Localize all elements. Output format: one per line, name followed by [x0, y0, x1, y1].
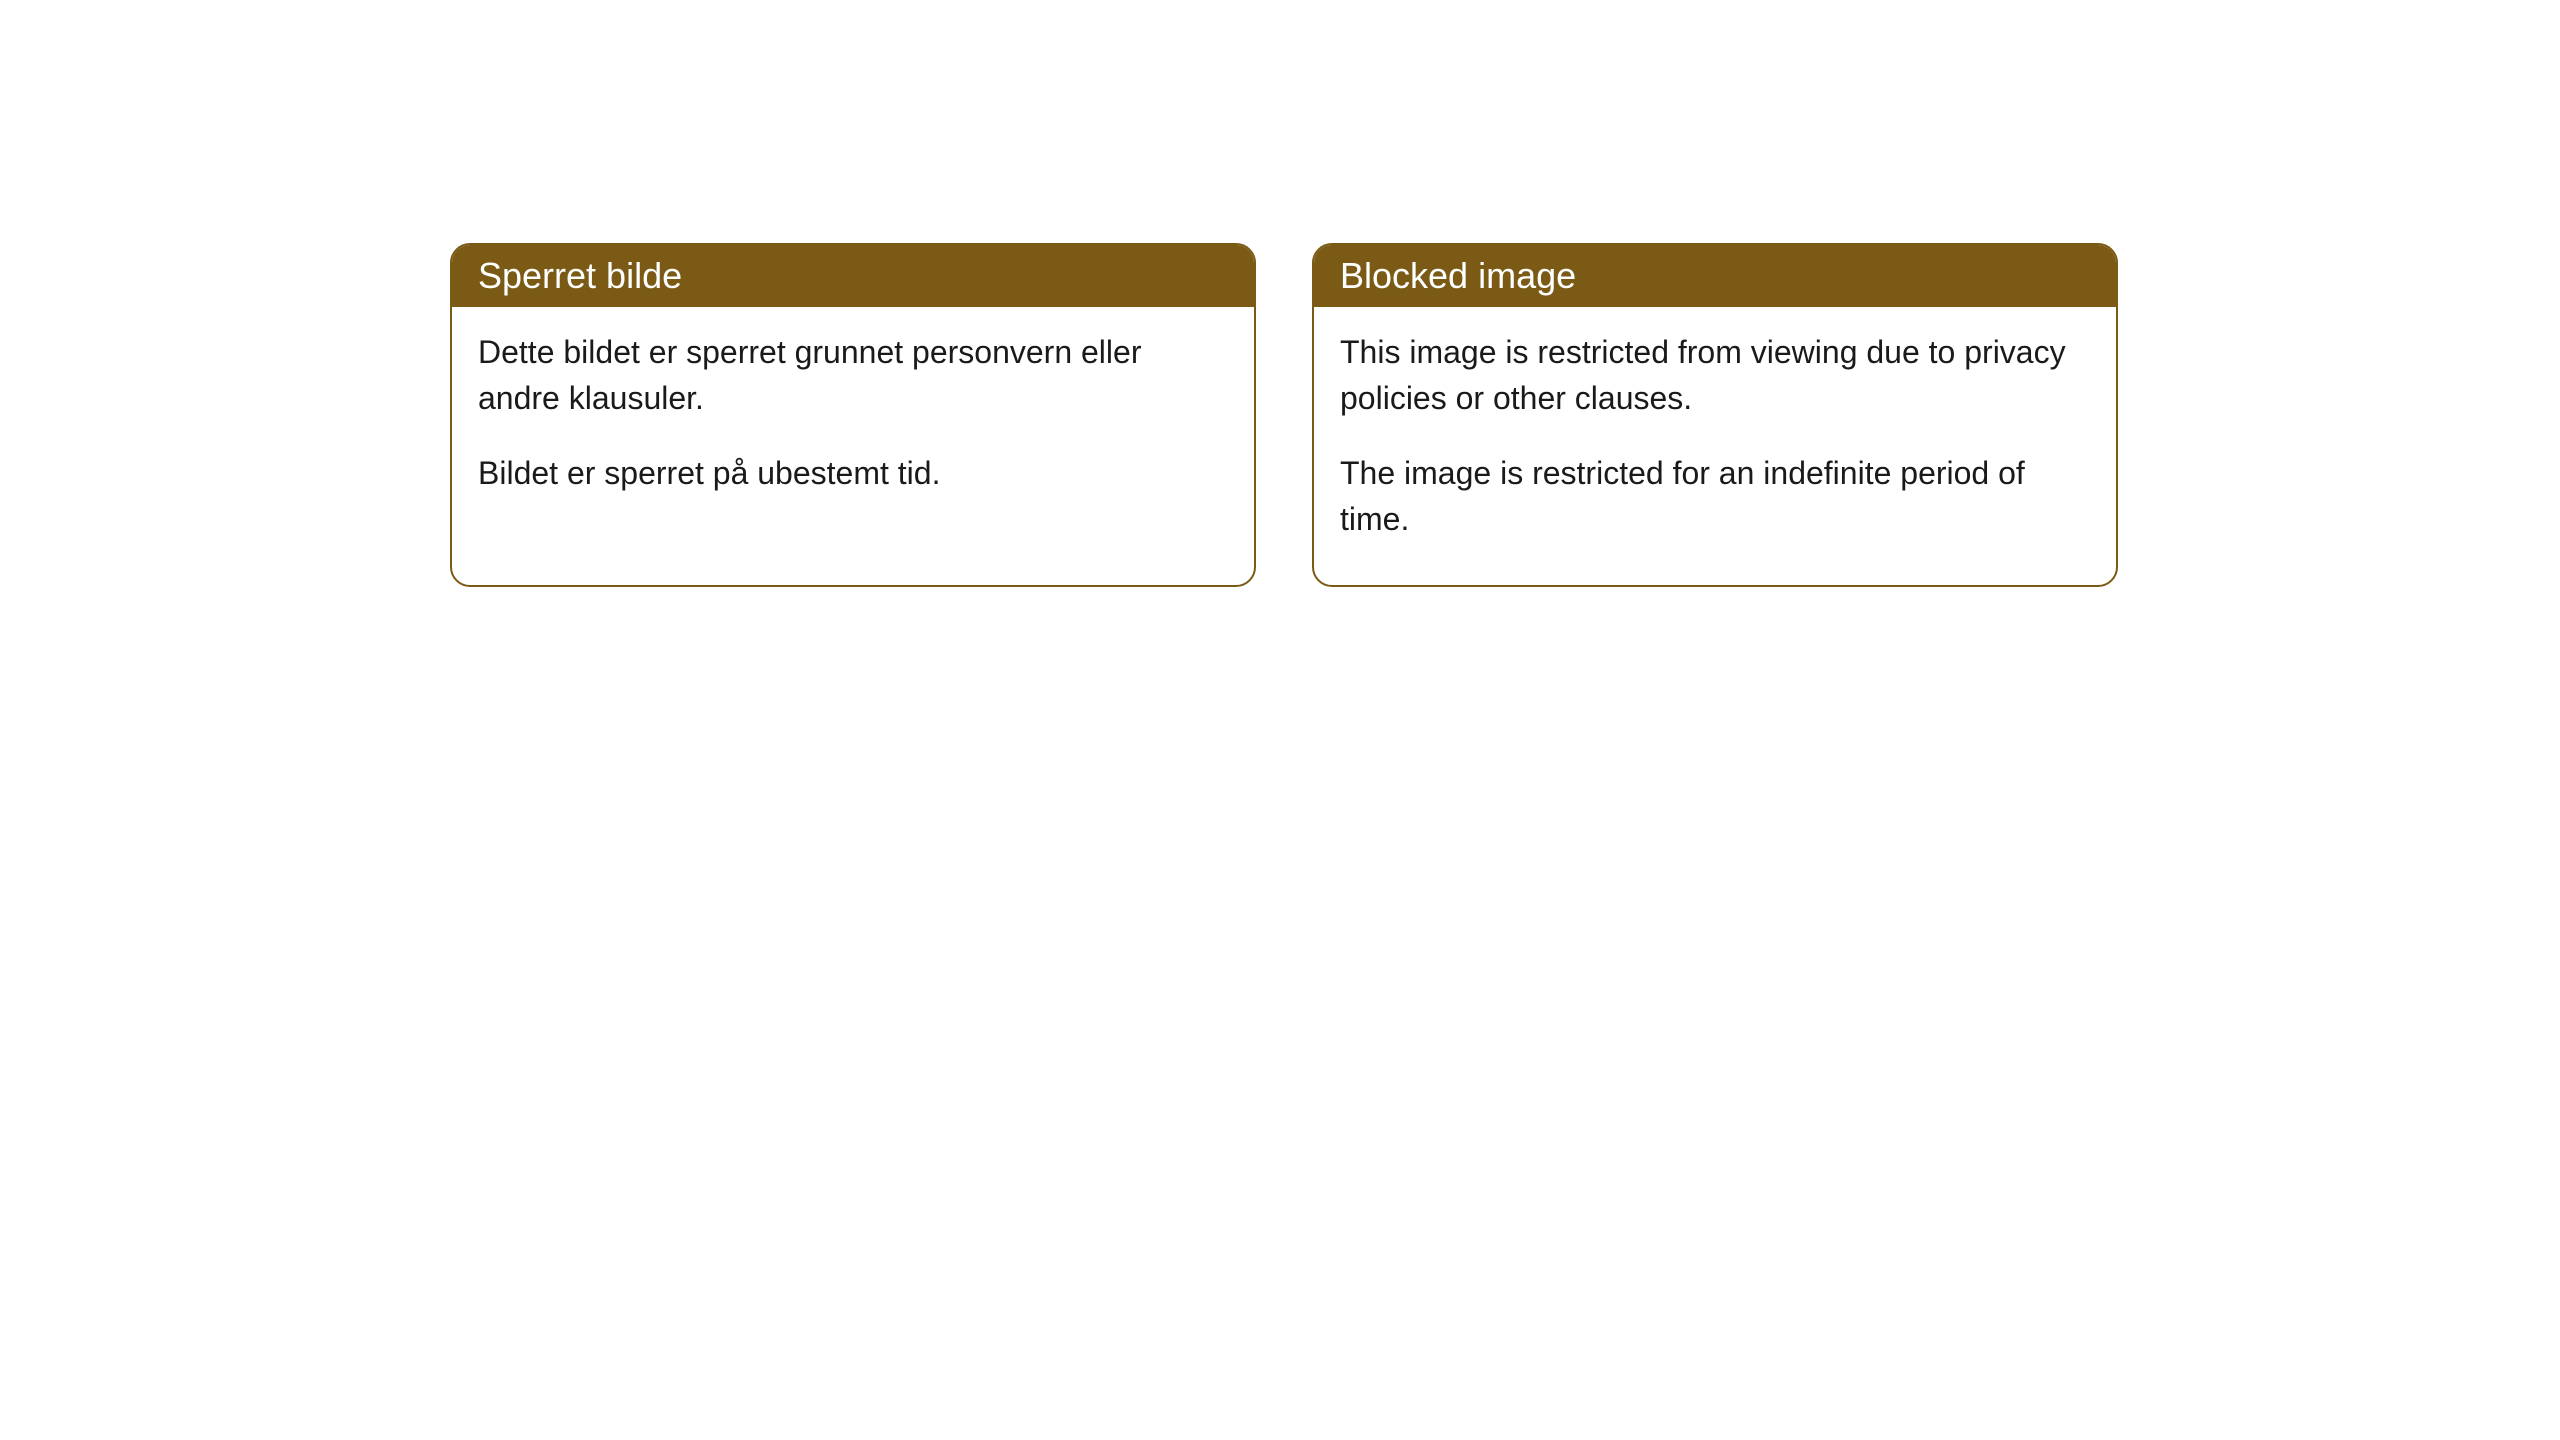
card-paragraph: Bildet er sperret på ubestemt tid. [478, 450, 1228, 496]
card-paragraph: The image is restricted for an indefinit… [1340, 450, 2090, 543]
card-header: Sperret bilde [452, 245, 1254, 307]
card-body: This image is restricted from viewing du… [1314, 307, 2116, 585]
card-body: Dette bildet er sperret grunnet personve… [452, 307, 1254, 538]
card-title: Blocked image [1340, 255, 1576, 296]
card-header: Blocked image [1314, 245, 2116, 307]
card-title: Sperret bilde [478, 255, 682, 296]
notice-card-norwegian: Sperret bilde Dette bildet er sperret gr… [450, 243, 1256, 587]
card-paragraph: Dette bildet er sperret grunnet personve… [478, 329, 1228, 422]
notice-cards-container: Sperret bilde Dette bildet er sperret gr… [450, 243, 2118, 587]
card-paragraph: This image is restricted from viewing du… [1340, 329, 2090, 422]
notice-card-english: Blocked image This image is restricted f… [1312, 243, 2118, 587]
